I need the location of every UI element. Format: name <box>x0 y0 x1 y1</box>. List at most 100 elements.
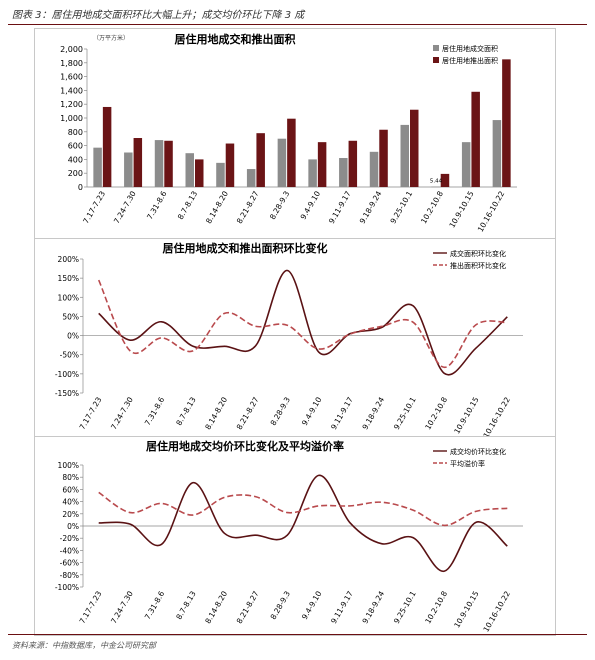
legend-label: 成交面积环比变化 <box>450 249 506 258</box>
data-point <box>318 505 320 507</box>
y-tick-label: -100% <box>55 583 79 592</box>
x-tick-label: 10.9-10.15 <box>447 189 475 229</box>
header-rule <box>8 24 587 25</box>
data-point <box>98 279 100 281</box>
data-point <box>506 507 508 509</box>
bar-supply <box>471 91 480 187</box>
x-tick-label: 9.4-9.10 <box>299 189 323 221</box>
data-point <box>192 345 194 347</box>
y-tick-label: 1,400 <box>60 86 83 95</box>
chart-title: 居住用地成交均价环比变化及平均溢价率 <box>146 439 344 453</box>
x-tick-label: 8.21-8.27 <box>235 589 261 625</box>
data-point <box>318 348 320 350</box>
bar-supply <box>225 143 235 187</box>
bar-transaction <box>339 158 348 187</box>
x-tick-label: 7.31-8.6 <box>143 395 167 427</box>
data-point <box>129 512 131 514</box>
x-tick-label: 7.17-7.23 <box>81 189 107 225</box>
x-tick-label: 8.7-8.13 <box>174 589 198 621</box>
bar-transaction <box>277 138 287 187</box>
x-tick-label: 9.18-9.24 <box>360 589 386 625</box>
y-tick-label: 50% <box>62 312 79 321</box>
legend-swatch <box>433 57 439 63</box>
x-tick-label: 8.28-9.3 <box>268 189 292 221</box>
bar-transaction <box>492 120 502 187</box>
figure-title: 图表 3：居住用地成交面积环比大幅上升；成交均价环比下降 3 成 <box>12 10 305 21</box>
y-tick-label: 150% <box>58 274 79 283</box>
x-tick-label: 8.14-8.20 <box>203 589 229 625</box>
y-tick-label: -40% <box>60 546 79 555</box>
bar-supply <box>317 142 327 187</box>
bar-transaction <box>124 152 133 187</box>
data-point <box>349 333 351 335</box>
bar-transaction <box>216 162 225 187</box>
chart-title: 居住用地成交和推出面积环比变化 <box>163 241 328 255</box>
bar-transaction <box>369 151 379 187</box>
data-point <box>161 503 163 505</box>
x-tick-label: 10.2-10.8 <box>423 589 449 625</box>
x-tick-label: 8.7-8.13 <box>174 395 198 427</box>
x-tick-label: 9.25-10.1 <box>388 189 414 225</box>
data-point <box>286 534 288 536</box>
bar-supply <box>102 106 112 187</box>
y-tick-label: 2,000 <box>60 45 83 54</box>
data-point <box>224 312 226 314</box>
data-point <box>129 523 131 525</box>
y-tick-label: 200% <box>58 255 79 264</box>
data-point <box>286 512 288 514</box>
data-point <box>98 492 100 494</box>
data-point <box>506 545 508 547</box>
data-point <box>255 345 257 347</box>
data-point <box>381 325 383 327</box>
y-tick-label: 1,800 <box>60 59 83 68</box>
x-tick-label: 9.11-9.17 <box>327 189 353 225</box>
data-point <box>318 351 320 353</box>
y-tick-label: 40% <box>62 498 79 507</box>
legend-label: 推出面积环比变化 <box>450 261 506 270</box>
x-tick-label: 8.28-9.3 <box>269 395 293 427</box>
data-point <box>506 316 508 318</box>
x-tick-label: 8.7-8.13 <box>176 189 200 221</box>
x-tick-label: 10.16-10.22 <box>481 589 512 633</box>
y-tick-label: 1,000 <box>60 114 83 123</box>
y-tick-label: 800 <box>68 128 83 137</box>
series-line-2 <box>98 491 508 527</box>
x-tick-label: 9.25-10.1 <box>392 395 418 431</box>
bar-supply <box>133 138 143 187</box>
x-tick-label: 7.31-8.6 <box>145 189 169 221</box>
data-point <box>224 532 226 534</box>
x-tick-label: 7.17-7.23 <box>78 589 104 625</box>
y-tick-label: -20% <box>60 534 79 543</box>
x-tick-label: 7.24-7.30 <box>109 395 135 431</box>
footer-rule <box>8 634 587 635</box>
data-point <box>286 324 288 326</box>
area-change-line-chart: 居住用地成交和推出面积环比变化 -150% -100% -50% 0% 50% 100% 15… <box>55 241 523 437</box>
data-point <box>318 474 320 476</box>
area-change-chart-panel: 居住用地成交和推出面积环比变化 -150% -100% -50% 0% 50% 100% 15… <box>34 238 556 438</box>
y-tick-label: -60% <box>60 559 79 568</box>
data-point <box>161 543 163 545</box>
x-tick-label: 10.9-10.15 <box>452 395 480 435</box>
y-tick-label: -80% <box>60 571 79 580</box>
y-tick-label: 0% <box>67 332 79 341</box>
x-tick-label: 7.24-7.30 <box>109 589 135 625</box>
x-tick-label: 8.21-8.27 <box>235 395 261 431</box>
x-tick-label: 7.31-8.6 <box>143 589 167 621</box>
y-tick-label: -150% <box>55 389 79 398</box>
y-tick-label: 60% <box>62 485 79 494</box>
x-tick-label: 7.24-7.30 <box>112 189 138 225</box>
x-tick-label: 9.18-9.24 <box>358 189 384 225</box>
bar-supply <box>502 59 511 187</box>
data-point <box>412 509 414 511</box>
data-point <box>381 543 383 545</box>
y-tick-label: 400 <box>68 155 83 164</box>
x-tick-label: 10.16-10.22 <box>476 189 507 233</box>
y-tick-label: 200 <box>68 169 83 178</box>
x-tick-label: 9.4-9.10 <box>300 589 324 621</box>
data-point <box>286 270 288 272</box>
bar-transaction <box>185 153 194 187</box>
bar-transaction <box>431 186 440 188</box>
bar-supply <box>287 118 296 187</box>
bar-supply <box>440 173 450 187</box>
bar-transaction <box>400 124 409 187</box>
